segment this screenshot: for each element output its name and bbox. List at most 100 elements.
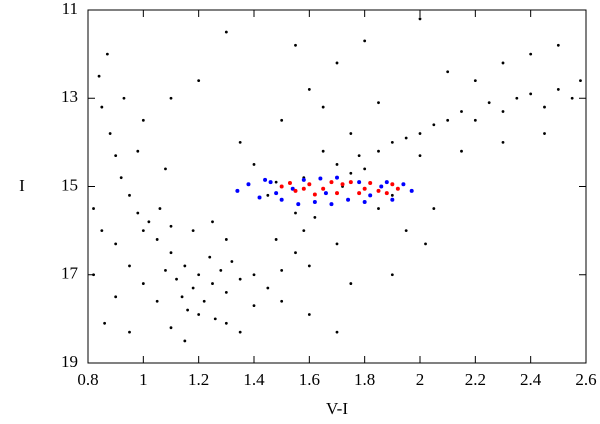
point — [296, 202, 301, 207]
point — [424, 242, 427, 246]
y-tick-label: 11 — [62, 0, 78, 18]
point — [274, 180, 278, 184]
point — [100, 105, 104, 109]
point — [191, 286, 195, 290]
point — [302, 229, 306, 233]
point — [329, 202, 334, 207]
point — [543, 105, 546, 109]
point — [529, 52, 533, 56]
point — [321, 105, 325, 109]
point — [404, 229, 408, 233]
point — [108, 132, 112, 135]
y-tick-label: 19 — [61, 352, 78, 371]
point — [183, 339, 187, 343]
point — [312, 192, 317, 197]
y-axis-label: I — [19, 176, 25, 195]
point — [280, 118, 284, 122]
point — [119, 176, 123, 180]
point — [307, 264, 311, 268]
point — [180, 295, 184, 299]
point — [169, 326, 173, 330]
point — [363, 167, 367, 171]
point — [164, 268, 167, 272]
point — [312, 199, 317, 204]
point — [92, 273, 95, 277]
point — [349, 171, 353, 175]
point — [404, 136, 408, 140]
point — [529, 92, 533, 96]
point — [235, 188, 240, 193]
point — [570, 96, 574, 100]
point — [238, 277, 242, 281]
point — [136, 149, 140, 153]
point — [390, 182, 395, 187]
point — [384, 180, 389, 185]
point — [257, 195, 262, 200]
point — [213, 317, 217, 321]
point — [230, 260, 234, 263]
point — [219, 268, 223, 272]
point — [363, 39, 367, 43]
point — [169, 251, 173, 255]
point — [252, 163, 256, 166]
point — [301, 186, 306, 191]
point — [446, 118, 450, 122]
point — [401, 182, 406, 187]
point — [238, 140, 242, 144]
point — [313, 215, 317, 219]
point — [368, 193, 373, 198]
point — [329, 180, 334, 185]
point — [487, 101, 491, 105]
point — [246, 182, 251, 187]
point — [362, 186, 367, 191]
point — [141, 282, 145, 285]
point — [114, 295, 118, 299]
point — [418, 132, 422, 135]
point — [294, 251, 297, 255]
point — [377, 149, 380, 153]
point — [128, 193, 131, 197]
point — [543, 132, 546, 135]
point — [357, 191, 362, 196]
point — [103, 321, 106, 325]
point — [501, 110, 505, 113]
point — [274, 238, 278, 241]
point — [307, 182, 312, 187]
point — [158, 207, 162, 210]
point — [224, 30, 228, 34]
point — [321, 186, 326, 191]
point — [105, 52, 109, 56]
point — [100, 229, 104, 233]
point — [301, 177, 306, 182]
point — [362, 199, 367, 204]
point — [97, 74, 101, 78]
point — [114, 154, 118, 158]
point — [335, 191, 339, 196]
x-tick-label: 1.4 — [243, 370, 265, 389]
point — [164, 167, 167, 171]
point — [183, 264, 187, 268]
point — [169, 224, 173, 228]
point — [224, 238, 228, 241]
point — [136, 211, 140, 215]
point — [307, 88, 311, 91]
point — [432, 207, 436, 210]
point — [279, 184, 284, 189]
x-tick-label: 0.8 — [77, 370, 98, 389]
point — [191, 229, 195, 233]
point — [395, 186, 400, 191]
point — [348, 180, 353, 185]
point — [197, 273, 201, 277]
point — [376, 188, 381, 193]
x-tick-label: 2.6 — [575, 370, 596, 389]
point — [202, 299, 206, 303]
point — [357, 180, 362, 185]
point — [473, 118, 477, 122]
point — [175, 277, 178, 281]
point — [290, 186, 295, 191]
point — [321, 149, 325, 153]
y-tick-label: 13 — [61, 87, 78, 106]
x-tick-label: 2.4 — [520, 370, 542, 389]
point — [224, 321, 228, 325]
